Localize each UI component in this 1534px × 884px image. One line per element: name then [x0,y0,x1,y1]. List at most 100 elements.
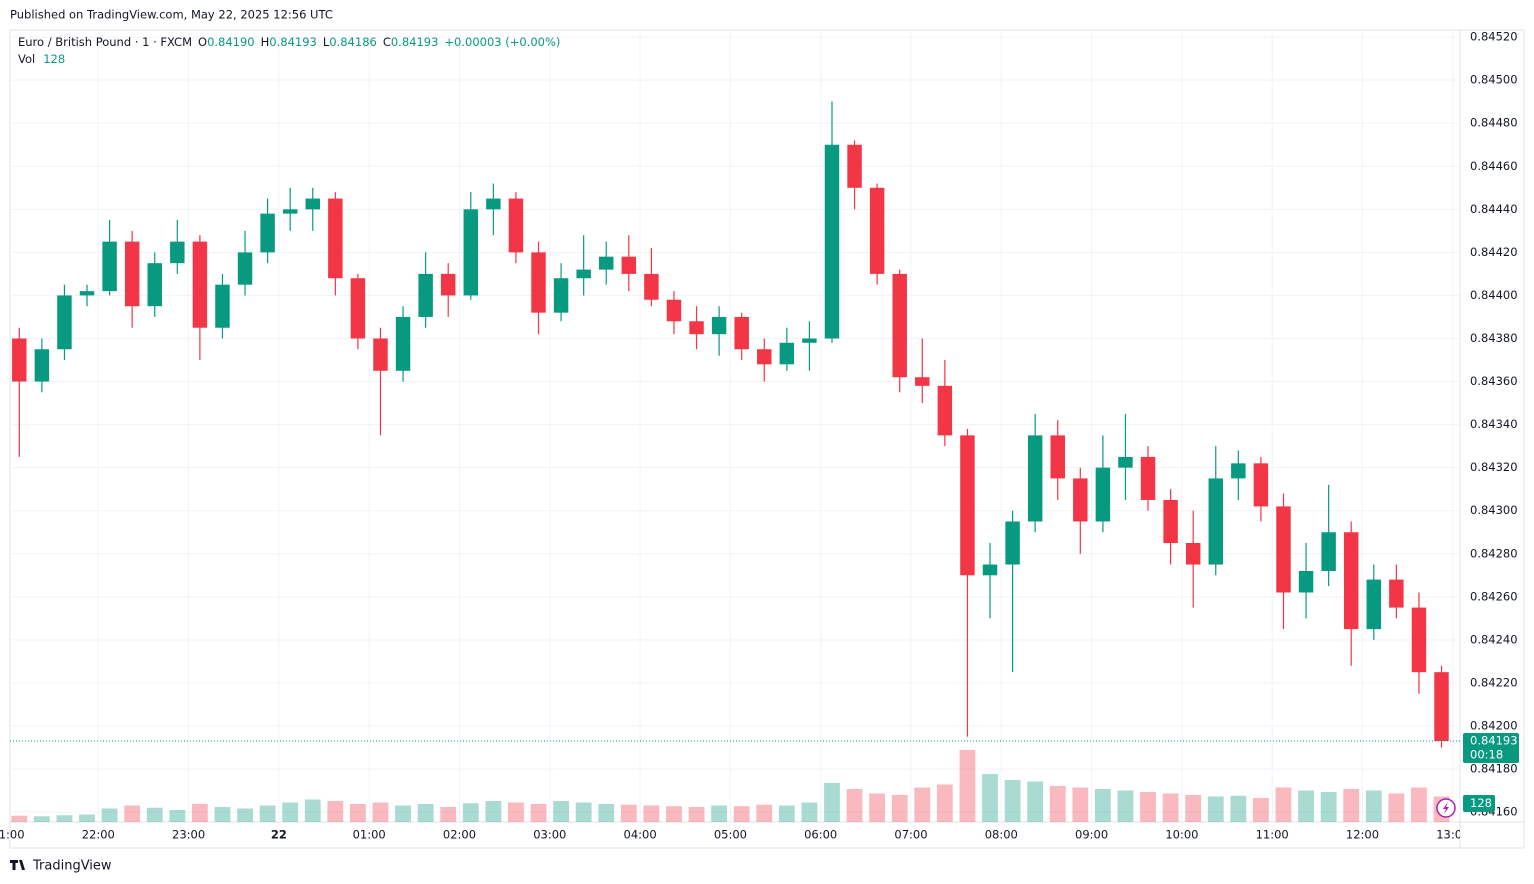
candle-body [892,273,907,378]
y-tick-label: 0.84460 [1470,159,1518,173]
legend-item: 0.84193 [391,35,439,49]
volume-bar [959,750,976,822]
volume-bar [891,795,908,822]
volume-bar [846,789,863,822]
candle-body [937,385,953,436]
candle-body [1276,506,1291,593]
candle-body [711,316,727,335]
volume-bar [191,804,208,822]
x-tick-label: 05:00 [714,828,747,842]
y-tick-label: 0.84520 [1470,30,1518,44]
volume-bar [620,804,637,822]
candle-body [1118,456,1133,468]
volume-bar [666,806,682,822]
candle-body [34,349,50,382]
candle-body [237,252,253,285]
candle-body [1343,532,1359,630]
legend-item: 0.84190 [207,35,255,49]
candle-body [869,187,885,274]
candle-body [305,198,320,210]
candle-body [1140,456,1156,500]
x-tick-label: 10:00 [1165,828,1198,842]
volume-bar [1207,796,1224,822]
legend-item: 0.84193 [269,35,317,49]
volume-bar [824,783,840,822]
candle-body [779,342,795,365]
volume-bar [33,816,50,822]
legend-row: Euro / British Pound · 1 · FXCM O0.84190 H… [18,35,560,49]
candle-body [666,299,682,322]
volume-bar [327,801,344,822]
candle-body [1253,463,1269,507]
x-tick-label: 22 [271,828,287,842]
candle-body [531,252,546,313]
logo-icon [10,860,25,870]
volume-bar [56,815,73,822]
x-tick-label: 13:00 [1436,828,1469,842]
candle-body [1185,543,1201,565]
volume-bar [350,804,366,822]
candle-body [1411,607,1427,673]
x-tick-label: 06:00 [804,828,837,842]
volume-tag [1463,795,1495,812]
candle-body [1321,532,1336,571]
candle-body [508,198,524,253]
volume-bar [1411,787,1427,822]
candle-body [1163,499,1178,544]
volume-bar [395,805,411,822]
candle-body [553,278,569,313]
volume-tag-label: 128 [1470,796,1492,810]
chart-frame [9,29,1525,849]
candle-body [350,278,366,339]
volume-bar [733,806,750,822]
y-tick-label: 0.84260 [1470,589,1518,603]
replay-button[interactable] [1436,798,1456,818]
candle-body [373,338,388,371]
volume-bar [598,804,615,822]
candle-body [192,241,208,328]
legend-item: Vol [18,52,35,66]
volume-bar [711,805,728,822]
candle-body [418,273,433,317]
candle-body [57,295,72,350]
volume-bar [914,787,931,822]
volume-bar [214,807,231,822]
candle-body [1095,467,1111,522]
legend-item: Euro / British Pound · 1 · FXCM [18,35,192,49]
legend-item: 128 [43,52,65,66]
volume-bar [936,784,953,822]
volume-bar [417,804,434,822]
volume-bar [304,799,321,822]
countdown: 00:18 [1470,748,1503,762]
y-tick-label: 0.84300 [1470,503,1518,517]
volume-bar [146,807,163,822]
candle-body [1434,672,1449,742]
y-tick-label: 0.84200 [1470,718,1518,732]
x-tick-label: 01:00 [353,828,386,842]
candle-body [576,269,591,279]
volume-bar [1117,790,1134,822]
candle-body [802,338,817,343]
candle-body [982,564,998,576]
volume-bar [1072,787,1089,822]
x-tick-label: 08:00 [985,828,1018,842]
candle-body [79,291,95,296]
brand-name: TradingView [32,859,112,874]
brand-logo[interactable]: TradingView [10,859,112,874]
candle-body [599,256,614,270]
volume-bar [1298,790,1314,822]
volume-bar [1004,780,1021,822]
candle-body [960,435,975,576]
volume-bar [282,802,299,822]
x-tick-label: 04:00 [624,828,657,842]
candle-body [440,273,456,296]
legend-item: H [261,35,270,49]
candle-body [147,263,162,307]
volume-bar [485,801,502,822]
candle-body [12,338,27,382]
candle-body [260,213,275,253]
x-tick-label: 07:00 [894,828,927,842]
y-tick-label: 0.84280 [1470,546,1518,560]
legend-row: Vol 128 [18,52,65,66]
